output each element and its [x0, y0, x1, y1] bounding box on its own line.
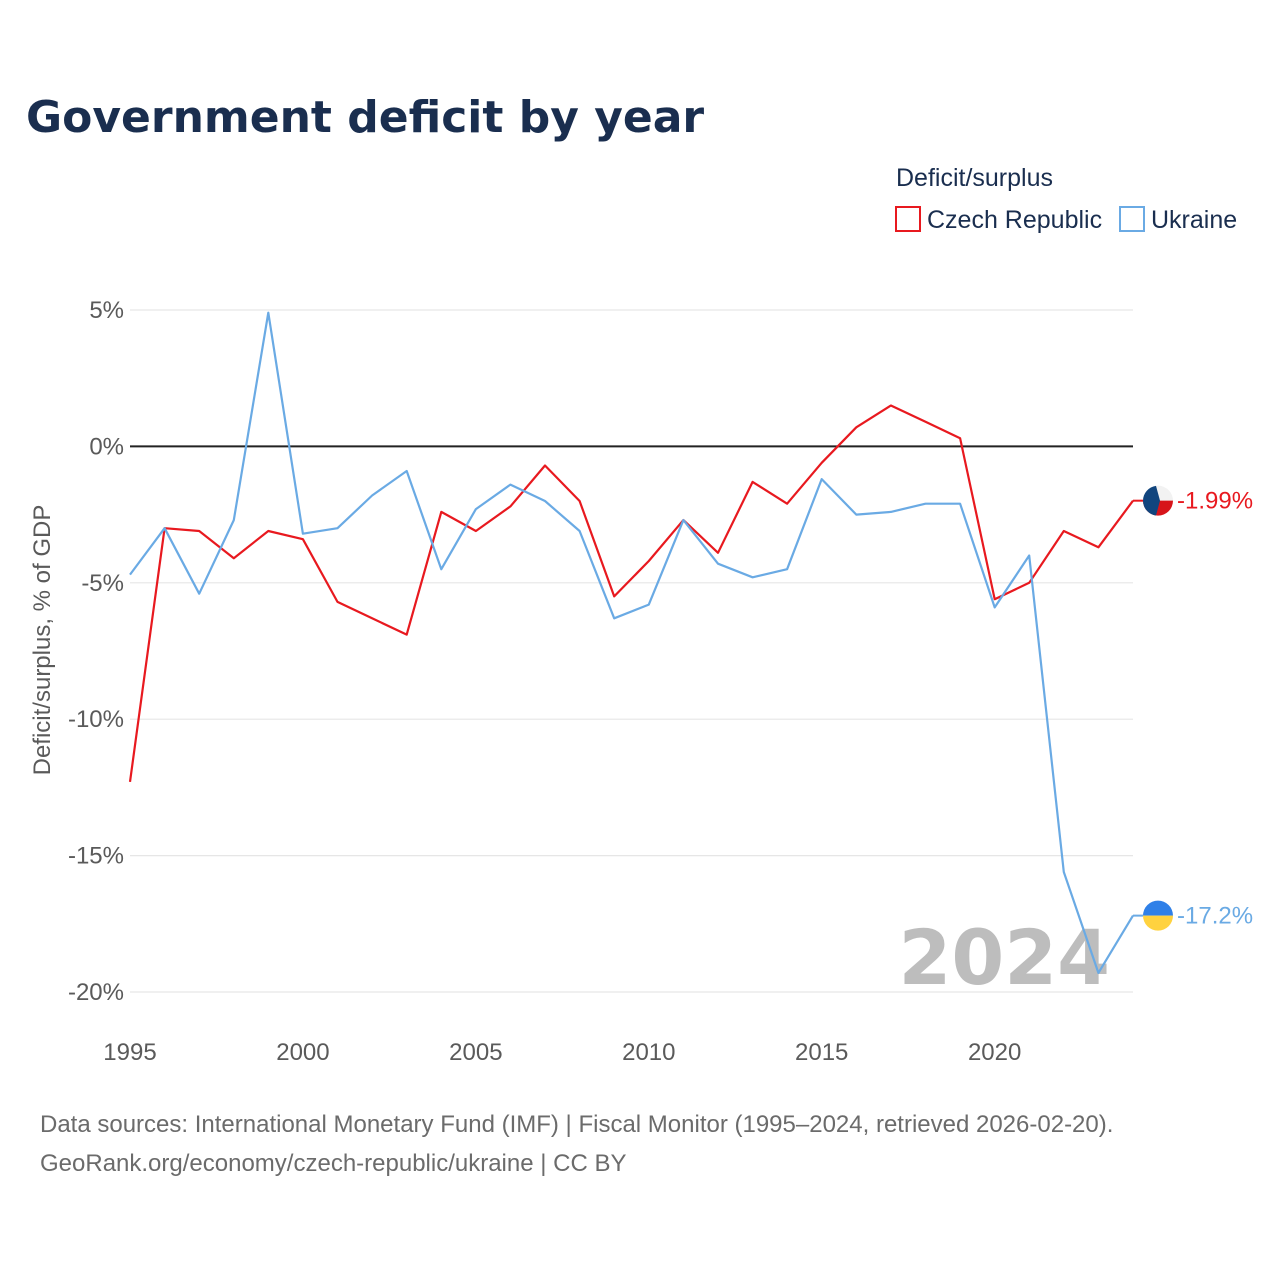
y-tick-labels: 5% 0% -5% -10% -15% -20% [68, 297, 124, 1006]
czech-flag-icon [1143, 485, 1173, 516]
y-tick-label: -20% [68, 979, 124, 1006]
legend-label-czech-republic[interactable]: Czech Republic [927, 206, 1102, 234]
legend-label-ukraine[interactable]: Ukraine [1151, 206, 1237, 234]
x-tick-label: 2005 [449, 1039, 502, 1066]
x-tick-label: 2015 [795, 1039, 848, 1066]
legend-swatch-ukraine[interactable] [1119, 206, 1145, 232]
series-line-czech-republic[interactable] [128, 404, 1134, 783]
source-line: Data sources: International Monetary Fun… [40, 1111, 1113, 1138]
legend-swatch-czech-republic[interactable] [895, 206, 921, 232]
x-tick-labels: 1995 2000 2005 2010 2015 2020 [103, 1039, 1021, 1066]
legend-title: Deficit/surplus [896, 164, 1053, 192]
series-line-ukraine[interactable] [129, 311, 1134, 975]
end-markers: -1.99% -17.2% [1133, 485, 1253, 931]
y-tick-label: -10% [68, 706, 124, 733]
x-tick-label: 2010 [622, 1039, 675, 1066]
gridlines [130, 309, 1133, 993]
y-tick-label: 5% [89, 297, 124, 324]
x-tick-label: 2020 [968, 1039, 1021, 1066]
end-value-label: -1.99% [1177, 488, 1253, 515]
x-tick-label: 1995 [103, 1039, 156, 1066]
y-tick-label: -5% [81, 570, 124, 597]
legend: Deficit/surplus Czech Republic Ukraine [895, 164, 1237, 234]
y-axis-label: Deficit/surplus, % of GDP [29, 505, 56, 776]
series-lines [128, 311, 1134, 975]
ukraine-flag-icon [1143, 900, 1173, 931]
y-tick-label: -15% [68, 843, 124, 870]
year-watermark: 2024 [898, 913, 1110, 1002]
attribution-line: GeoRank.org/economy/czech-republic/ukrai… [40, 1150, 627, 1177]
x-tick-label: 2000 [276, 1039, 329, 1066]
end-value-label: -17.2% [1177, 903, 1253, 930]
chart-title: Government deficit by year [26, 92, 704, 143]
y-tick-label: 0% [89, 433, 124, 460]
